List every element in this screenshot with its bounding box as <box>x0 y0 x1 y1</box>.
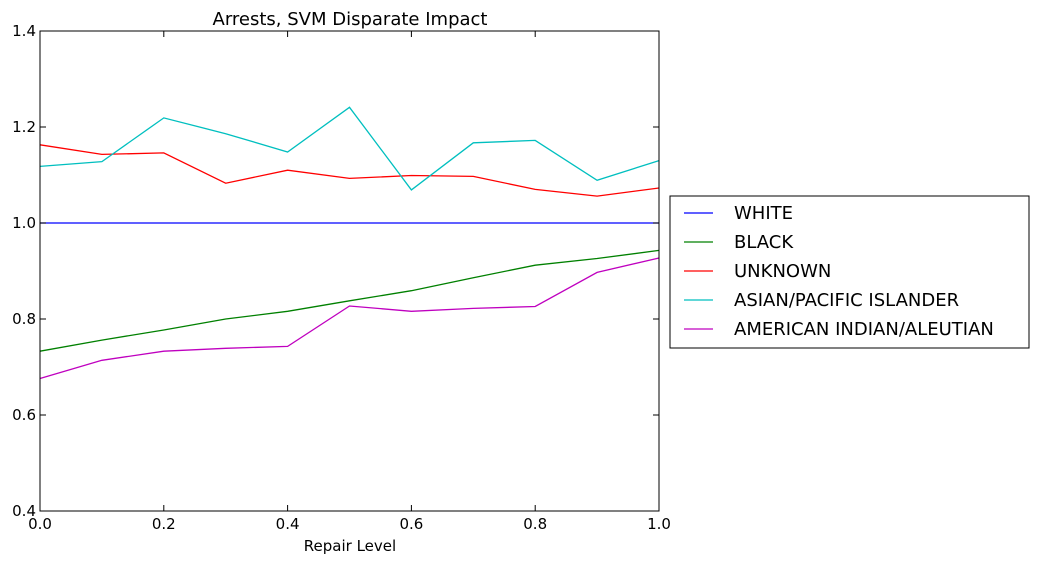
legend-label-3: ASIAN/PACIFIC ISLANDER <box>734 290 959 311</box>
y-tick-label: 0.8 <box>12 310 36 328</box>
y-tick-label: 1.4 <box>12 22 36 40</box>
x-tick-label: 0.2 <box>152 515 176 533</box>
legend-frame <box>669 195 1030 349</box>
chart-title: Arrests, SVM Disparate Impact <box>213 9 488 30</box>
legend-label-2: UNKNOWN <box>734 261 831 282</box>
x-tick-label: 0.0 <box>28 515 52 533</box>
ticks-layer: 0.0 0.2 0.4 0.6 0.8 1.0 0.4 0.6 0.8 1.0 1.2 1.4 <box>12 22 671 533</box>
x-tick-label: 0.4 <box>276 515 300 533</box>
x-axis-label: Repair Level <box>304 537 396 555</box>
y-tick-label: 0.4 <box>12 502 36 520</box>
series-layer <box>39 106 660 380</box>
legend-label-4: AMERICAN INDIAN/ALEUTIAN <box>734 319 994 340</box>
legend-label-0: WHITE <box>734 203 793 224</box>
series-line-3 <box>39 106 660 191</box>
x-tick-label: 0.8 <box>523 515 547 533</box>
y-tick-label: 1.0 <box>12 214 36 232</box>
plot-frame <box>39 30 660 512</box>
x-tick-label: 1.0 <box>647 515 671 533</box>
legend: WHITE BLACK UNKNOWN ASIAN/PACIFIC ISLANDER A… <box>669 195 1030 349</box>
series-line-2 <box>39 144 660 197</box>
series-line-1 <box>39 249 660 352</box>
legend-label-1: BLACK <box>734 232 794 253</box>
series-line-4 <box>39 257 660 380</box>
x-tick-label: 0.6 <box>399 515 423 533</box>
y-tick-label: 1.2 <box>12 118 36 136</box>
y-tick-label: 0.6 <box>12 406 36 424</box>
